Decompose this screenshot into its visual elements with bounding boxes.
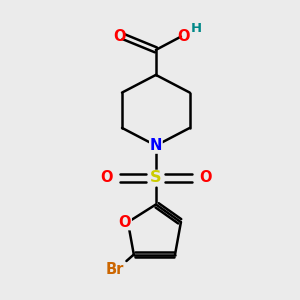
Text: S: S xyxy=(150,170,162,185)
Text: H: H xyxy=(191,22,202,35)
Text: O: O xyxy=(119,214,131,230)
Text: O: O xyxy=(100,170,113,185)
Text: O: O xyxy=(199,170,211,185)
Text: O: O xyxy=(178,28,190,44)
Text: N: N xyxy=(150,138,162,153)
Text: O: O xyxy=(114,28,126,44)
Text: Br: Br xyxy=(106,262,124,277)
